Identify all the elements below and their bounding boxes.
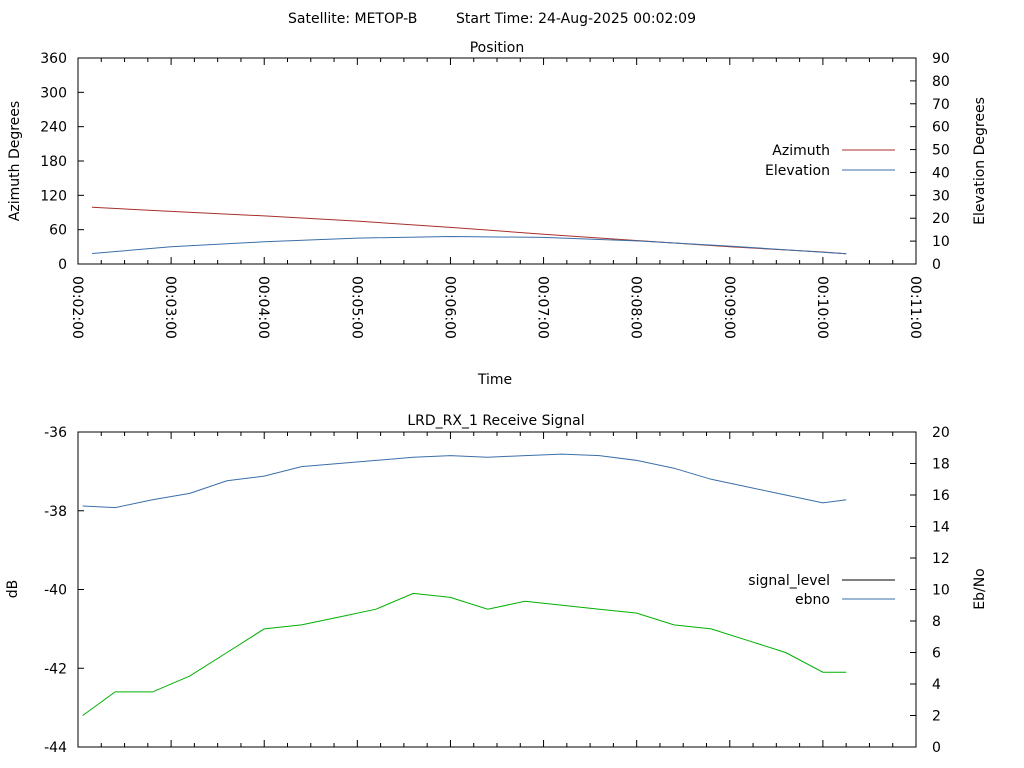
signal-y-tick-label: -36 <box>44 425 67 441</box>
chart-marks: 060120180240300360010203040506070809000:… <box>40 51 950 756</box>
signal-y-tick-label: -44 <box>44 740 67 756</box>
position-y2-tick-label: 70 <box>932 97 950 113</box>
position-x-tick-label: 00:09:00 <box>721 276 737 339</box>
signal-y-tick-label: -42 <box>44 661 67 677</box>
position-y-tick-label: 360 <box>40 51 67 67</box>
signal-y2-tick-label: 12 <box>932 551 950 567</box>
position-x-tick-label: 00:04:00 <box>255 276 271 339</box>
legend-ebno-label: ebno <box>795 592 830 608</box>
legend-signal-level-label: signal_level <box>748 573 830 589</box>
position-y2-tick-label: 20 <box>932 211 950 227</box>
signal-y2-tick-label: 16 <box>932 488 950 504</box>
signal-y2-tick-label: 10 <box>932 583 950 599</box>
position-x-tick-label: 00:03:00 <box>162 276 178 339</box>
legend-azimuth-label: Azimuth <box>772 143 830 159</box>
signal-y2-tick-label: 4 <box>932 677 941 693</box>
position-y2-label: Elevation Degrees <box>972 97 988 225</box>
position-x-tick-label: 00:08:00 <box>628 276 644 339</box>
signal-y2-tick-label: 18 <box>932 457 950 473</box>
signal-y2-tick-label: 2 <box>932 709 941 725</box>
signal-plot-frame <box>77 431 917 748</box>
position-x-tick-label: 00:06:00 <box>441 276 457 339</box>
signal-series-ebno-line <box>82 453 847 509</box>
position-y-tick-label: 300 <box>40 85 67 101</box>
signal-y2-tick-label: 0 <box>932 740 941 756</box>
start-time-label: Start Time: 24-Aug-2025 00:02:09 <box>456 11 696 27</box>
position-x-tick-label: 00:05:00 <box>348 276 364 339</box>
legend-elevation-label: Elevation <box>765 163 830 179</box>
position-x-tick-label: 00:11:00 <box>907 276 923 339</box>
signal-series-signal-level-line <box>82 592 847 716</box>
position-y-tick-label: 60 <box>49 223 67 239</box>
position-y-label: Azimuth Degrees <box>7 101 23 221</box>
position-y-tick-label: 0 <box>58 257 67 273</box>
signal-y-tick-label: -38 <box>44 504 67 520</box>
position-y2-tick-label: 10 <box>932 234 950 250</box>
satellite-label: Satellite: METOP-B <box>288 11 417 27</box>
position-y2-tick-label: 30 <box>932 188 950 204</box>
position-y2-tick-label: 80 <box>932 74 950 90</box>
signal-y2-tick-label: 6 <box>932 646 941 662</box>
signal-y2-tick-label: 20 <box>932 425 950 441</box>
position-y2-tick-label: 0 <box>932 257 941 273</box>
position-y2-tick-label: 90 <box>932 51 950 67</box>
position-y2-tick-label: 40 <box>932 165 950 181</box>
position-x-label: Time <box>477 372 512 388</box>
position-y-tick-label: 180 <box>40 154 67 170</box>
position-y-tick-label: 240 <box>40 120 67 136</box>
position-x-tick-label: 00:02:00 <box>69 276 85 339</box>
position-x-tick-label: 00:07:00 <box>535 276 551 339</box>
position-y-tick-label: 120 <box>40 188 67 204</box>
signal-chart-title: LRD_RX_1 Receive Signal <box>407 413 584 429</box>
position-y2-tick-label: 60 <box>932 120 950 136</box>
position-plot-frame <box>77 57 917 265</box>
position-x-tick-label: 00:10:00 <box>814 276 830 339</box>
signal-y2-label: Eb/No <box>972 568 988 610</box>
position-series-elevation-line <box>91 235 847 255</box>
signal-y2-tick-label: 14 <box>932 520 950 536</box>
signal-y-tick-label: -40 <box>44 583 67 599</box>
position-chart-title: Position <box>470 40 525 56</box>
signal-y-label: dB <box>5 580 21 599</box>
position-y2-tick-label: 50 <box>932 143 950 159</box>
signal-y2-tick-label: 8 <box>932 614 941 630</box>
